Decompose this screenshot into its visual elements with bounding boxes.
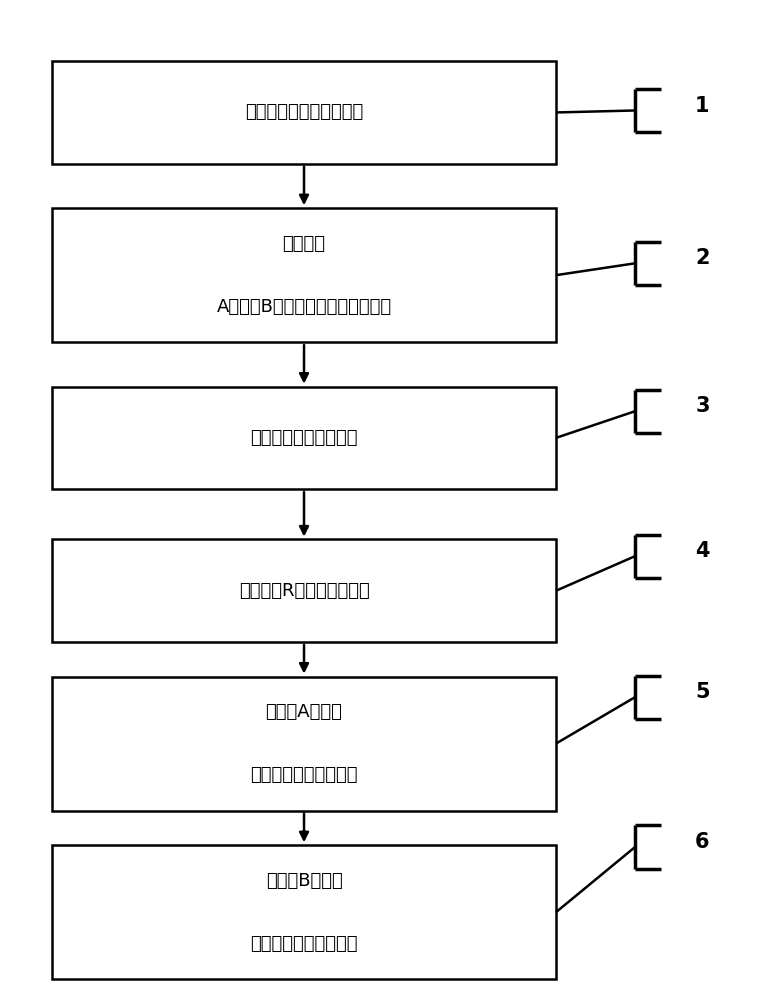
Bar: [52, 845, 556, 979]
Text: 进行均衡随机删余操作: 进行均衡随机删余操作: [250, 935, 358, 953]
Text: 计算需要删余的码字长度: 计算需要删余的码字长度: [245, 103, 363, 121]
Bar: [52, 387, 556, 489]
Bar: [52, 61, 556, 164]
Text: 3: 3: [695, 396, 709, 416]
Text: 对源点A的码字: 对源点A的码字: [266, 703, 342, 721]
Text: A和源点B分别需要删余的码字长度: A和源点B分别需要删余的码字长度: [217, 298, 391, 316]
Bar: [52, 677, 556, 811]
Text: 进行均衡随机删余操作: 进行均衡随机删余操作: [250, 766, 358, 784]
Text: 1: 1: [695, 96, 709, 116]
Text: 6: 6: [695, 832, 709, 852]
Text: 计算源点: 计算源点: [283, 235, 326, 253]
Bar: [52, 539, 556, 642]
Text: 5: 5: [695, 682, 710, 702]
Text: 2: 2: [695, 248, 709, 268]
Text: 计算待删余的码字长度: 计算待删余的码字长度: [250, 429, 358, 447]
Text: 4: 4: [695, 541, 709, 561]
Text: 对源点B的码字: 对源点B的码字: [266, 872, 342, 890]
Bar: [52, 208, 556, 342]
Text: 设置中继R收到的初始信号: 设置中继R收到的初始信号: [239, 582, 369, 600]
